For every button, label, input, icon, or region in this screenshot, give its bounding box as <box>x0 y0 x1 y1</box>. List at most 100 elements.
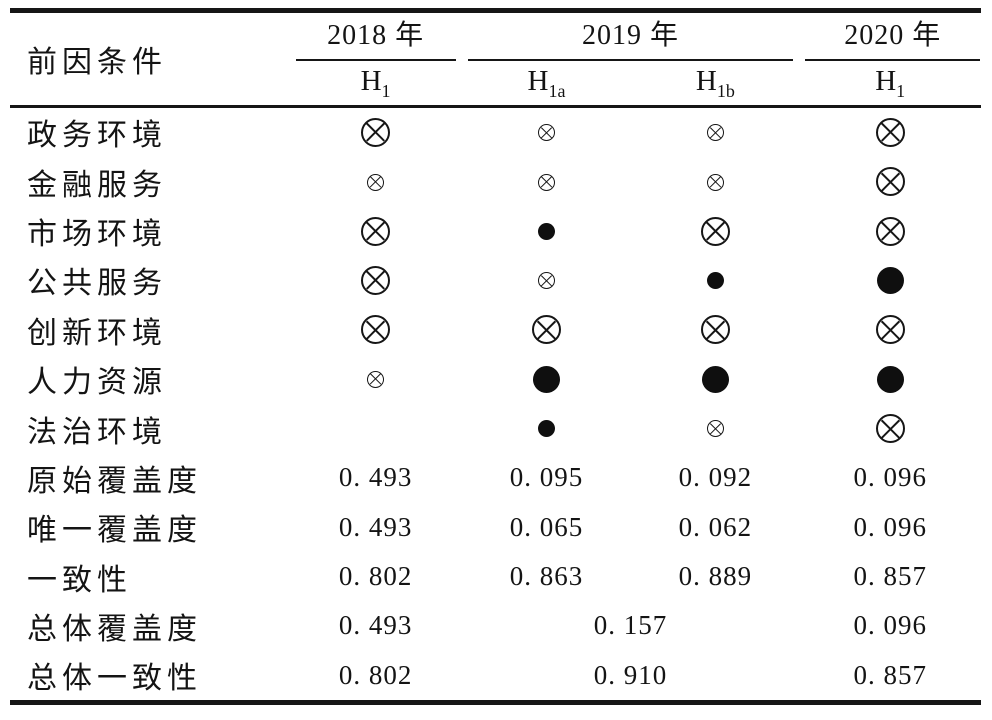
condition-cell <box>290 305 462 354</box>
metric-row: 原始覆盖度 0. 493 0. 095 0. 092 0. 096 <box>10 453 981 502</box>
condition-cell <box>631 354 799 403</box>
year-header-row: 前因条件 2018 年 2019 年 2020 年 <box>10 13 981 108</box>
condition-label: 法治环境 <box>27 415 167 449</box>
condition-symbol-icon <box>700 315 730 345</box>
summary-value: 0. 857 <box>853 659 927 690</box>
condition-cell <box>290 256 462 305</box>
summary-label: 总体覆盖度 <box>27 612 202 646</box>
antecedent-conditions-header: 前因条件 <box>10 13 290 108</box>
condition-symbol-icon <box>875 167 905 197</box>
condition-symbol-icon <box>361 117 391 147</box>
metric-value: 0. 092 <box>678 462 753 493</box>
condition-cell <box>462 106 632 157</box>
year-2019-spanner: 2019 年 <box>467 13 794 61</box>
condition-cell <box>290 354 462 403</box>
condition-cell <box>290 404 462 453</box>
hypothesis-h1-2018-header: H1 <box>289 61 462 108</box>
condition-symbol-icon <box>706 173 724 191</box>
year-2018-header: 2018 年 <box>290 13 462 61</box>
metric-value: 0. 096 <box>853 462 927 493</box>
hypothesis-h1-2020-header: H1 <box>799 61 981 108</box>
condition-cell <box>799 256 981 305</box>
metric-value: 0. 062 <box>678 511 753 542</box>
condition-symbol-icon <box>700 216 730 246</box>
condition-cell <box>799 404 981 453</box>
condition-cell <box>462 404 632 453</box>
condition-cell <box>290 206 462 255</box>
condition-cell <box>799 106 981 157</box>
condition-cell <box>631 106 799 157</box>
condition-cell <box>631 256 799 305</box>
metric-label: 原始覆盖度 <box>27 464 202 498</box>
summary-row: 总体覆盖度 0. 493 0. 157 0. 096 <box>10 601 981 650</box>
condition-row: 市场环境 <box>10 206 981 255</box>
condition-cell <box>799 354 981 403</box>
condition-label: 创新环境 <box>27 316 167 350</box>
metric-label: 一致性 <box>27 563 132 597</box>
qca-table-frame: 前因条件 2018 年 2019 年 2020 年 H1 H1a H1b H1 <box>10 8 981 705</box>
condition-symbol-icon <box>537 222 555 240</box>
condition-symbol-icon <box>875 117 905 147</box>
hypothesis-header-row: H1 H1a H1b H1 <box>10 61 981 108</box>
hypothesis-h1b-2019-header: H1b <box>631 61 800 108</box>
metric-value: 0. 493 <box>338 511 413 542</box>
condition-cell <box>462 305 632 354</box>
summary-value: 0. 802 <box>338 659 413 690</box>
metric-row: 一致性 0. 802 0. 863 0. 889 0. 857 <box>10 552 981 601</box>
condition-cell <box>631 157 799 206</box>
condition-symbol-icon <box>361 216 391 246</box>
metric-value: 0. 863 <box>509 561 584 592</box>
condition-symbol-icon <box>875 315 905 345</box>
condition-cell <box>631 404 799 453</box>
metric-value: 0. 065 <box>509 511 584 542</box>
condition-symbol-icon <box>706 272 724 290</box>
summary-value-2019-merged: 0. 157 <box>593 610 668 641</box>
condition-label: 政务环境 <box>27 119 167 153</box>
condition-label: 金融服务 <box>27 168 167 202</box>
hypothesis-h1a-2019-header: H1a <box>461 61 632 108</box>
condition-row: 创新环境 <box>10 305 981 354</box>
summary-row: 总体一致性 0. 802 0. 910 0. 857 <box>10 651 981 700</box>
metric-value: 0. 096 <box>853 511 927 542</box>
condition-row: 政务环境 <box>10 106 981 157</box>
qca-results-table: 前因条件 2018 年 2019 年 2020 年 H1 H1a H1b H1 <box>10 13 981 700</box>
summary-value: 0. 096 <box>853 610 927 641</box>
condition-cell <box>290 106 462 157</box>
condition-symbol-icon <box>876 365 904 393</box>
condition-cell <box>462 256 632 305</box>
metric-value: 0. 493 <box>338 462 413 493</box>
metric-value: 0. 857 <box>853 561 927 592</box>
condition-symbol-icon <box>367 173 385 191</box>
condition-row: 人力资源 <box>10 354 981 403</box>
condition-cell <box>631 305 799 354</box>
metric-row: 唯一覆盖度 0. 493 0. 065 0. 062 0. 096 <box>10 503 981 552</box>
metric-label: 唯一覆盖度 <box>27 514 202 548</box>
condition-symbol-icon <box>875 216 905 246</box>
condition-cell <box>462 206 632 255</box>
condition-cell <box>799 157 981 206</box>
metric-value: 0. 889 <box>678 561 753 592</box>
year-2020-header: 2020 年 <box>799 13 981 61</box>
summary-label: 总体一致性 <box>27 662 202 696</box>
condition-label: 人力资源 <box>27 366 167 400</box>
condition-label: 市场环境 <box>27 218 167 252</box>
condition-cell <box>799 206 981 255</box>
year-2020-spanner: 2020 年 <box>805 13 980 61</box>
condition-cell <box>462 157 632 206</box>
metric-value: 0. 095 <box>509 462 584 493</box>
year-2019-header: 2019 年 <box>462 13 800 61</box>
year-2018-spanner: 2018 年 <box>295 13 456 61</box>
condition-symbol-icon <box>875 414 905 443</box>
condition-row: 金融服务 <box>10 157 981 206</box>
summary-value-2019-merged: 0. 910 <box>593 659 668 690</box>
condition-symbol-icon <box>706 124 724 142</box>
condition-cell <box>631 206 799 255</box>
condition-row: 公共服务 <box>10 256 981 305</box>
condition-symbol-icon <box>367 370 385 388</box>
condition-symbol-icon <box>532 365 560 393</box>
summary-value: 0. 493 <box>338 610 413 641</box>
condition-symbol-icon <box>706 420 724 438</box>
condition-symbol-icon <box>361 265 391 295</box>
condition-symbol-icon <box>537 420 555 438</box>
